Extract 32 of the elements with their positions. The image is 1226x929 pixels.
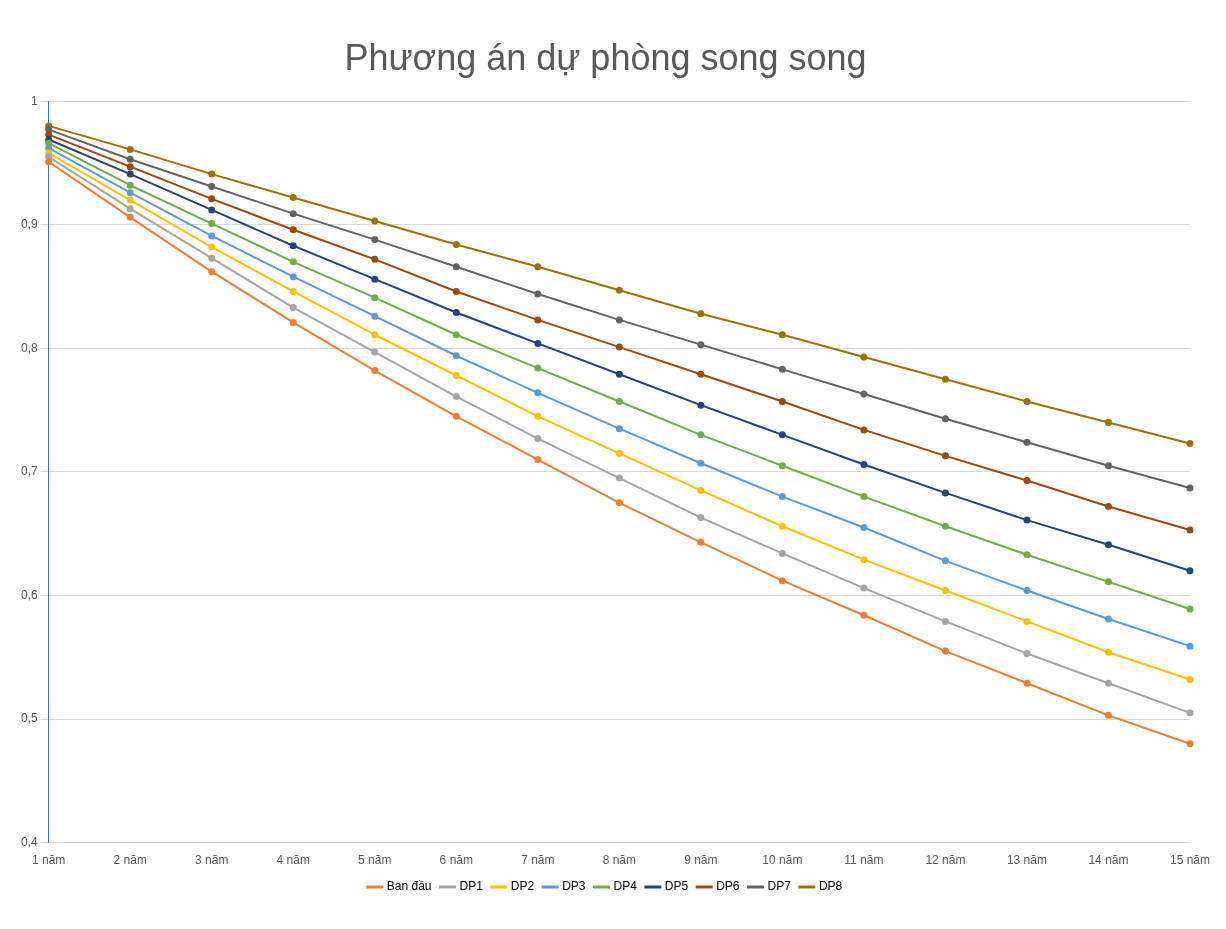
- x-tick-label: 9 năm: [684, 853, 718, 868]
- y-tick-label: 0,6: [20, 587, 38, 602]
- x-tick-label: 2 năm: [113, 853, 147, 868]
- y-tick-label: 0,4: [20, 834, 38, 849]
- y-tick-label: 0,9: [20, 217, 38, 232]
- x-tick-label: 8 năm: [602, 853, 637, 868]
- x-tick-label: 5 năm: [358, 853, 392, 868]
- legend-label: Ban đầu: [386, 879, 432, 894]
- x-tick-label: 6 năm: [439, 853, 473, 868]
- chart-title: Phương án dự phòng song song: [344, 36, 867, 78]
- legend-label: DP7: [767, 879, 792, 894]
- x-tick-label: 1 năm: [32, 853, 66, 868]
- legend-label: DP5: [664, 879, 689, 894]
- legend-label: DP8: [818, 879, 843, 894]
- x-tick-label: 4 năm: [276, 853, 310, 868]
- legend-label: DP2: [510, 879, 535, 894]
- legend-label: DP3: [562, 879, 586, 894]
- legend-label: DP4: [613, 879, 638, 894]
- y-tick-label: 0,7: [20, 464, 38, 479]
- x-tick-label: 14 năm: [1088, 853, 1129, 868]
- x-tick-label: 10 năm: [762, 853, 803, 868]
- y-tick-label: 0,8: [20, 340, 38, 355]
- x-tick-label: 15 năm: [1169, 853, 1210, 868]
- y-tick-label: 1: [30, 93, 38, 108]
- x-tick-label: 13 năm: [1006, 853, 1047, 868]
- x-tick-label: 3 năm: [195, 853, 229, 868]
- legend-label: DP1: [459, 879, 484, 894]
- y-tick-label: 0,5: [20, 711, 38, 726]
- x-tick-label: 11 năm: [844, 853, 884, 868]
- legend-label: DP6: [716, 879, 740, 894]
- x-tick-label: 7 năm: [521, 853, 555, 868]
- x-tick-label: 12 năm: [925, 853, 966, 868]
